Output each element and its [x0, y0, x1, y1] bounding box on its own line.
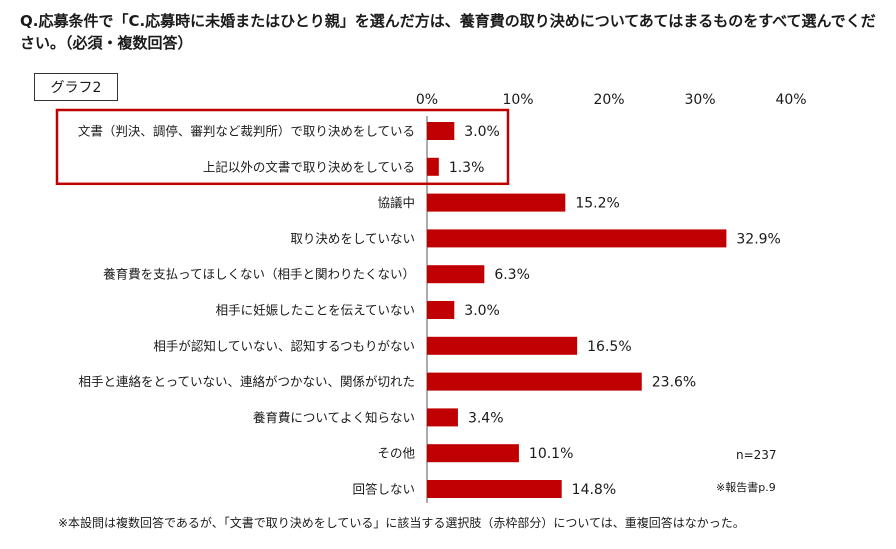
x-tick-label: 40% [775, 92, 806, 108]
bar [427, 444, 519, 463]
bar [427, 408, 458, 427]
category-label: 養育費を支払ってほしくない（相手と関わりたくない） [103, 267, 415, 282]
bar [427, 229, 727, 248]
value-label: 15.2% [575, 196, 619, 212]
value-label: 23.6% [652, 375, 696, 391]
value-label: 6.3% [494, 267, 530, 283]
value-label: 16.5% [587, 339, 631, 355]
highlight-box [55, 108, 510, 186]
value-label: 10.1% [529, 446, 573, 462]
bar [427, 336, 578, 355]
category-label: 相手が認知していない、認知するつもりがない [153, 338, 415, 353]
value-label: 32.9% [736, 231, 780, 247]
bar [427, 301, 455, 319]
bar [427, 480, 562, 498]
value-label: 14.8% [572, 482, 616, 498]
bar [427, 372, 642, 391]
question-text: Q.応募条件で「C.応募時に未婚またはひとり親」を選んだ方は、養育費の取り決めに… [20, 12, 876, 52]
category-label: 相手に妊娠したことを伝えていない [216, 303, 415, 318]
sample-size-label: n=237 [736, 448, 777, 462]
bar [427, 193, 566, 212]
category-label: 養育費についてよく知らない [253, 410, 415, 425]
x-tick-label: 30% [684, 92, 715, 108]
x-tick-label: 20% [593, 92, 624, 108]
value-label: 1.3% [449, 160, 485, 176]
bar [427, 265, 485, 284]
value-label: 3.0% [464, 124, 500, 140]
category-label: 協議中 [377, 195, 415, 210]
bar [427, 122, 455, 140]
report-reference: ※報告書p.9 [716, 481, 776, 494]
footnote: ※本設問は複数回答であるが、「文書で取り決めをしている」に該当する選択肢（赤枠部… [58, 516, 745, 530]
bar [427, 157, 439, 176]
category-label: 取り決めをしていない [290, 231, 415, 246]
category-label: 上記以外の文書で取り決めをしている [203, 159, 415, 174]
category-label: 文書（判決、調停、審判など裁判所）で取り決めをしている [78, 124, 415, 139]
value-label: 3.4% [468, 410, 504, 426]
x-tick-label: 0% [416, 92, 438, 108]
category-label: その他 [377, 446, 415, 461]
value-label: 3.0% [464, 303, 500, 319]
category-label: 回答しない [352, 482, 415, 497]
graph-label: グラフ2 [34, 73, 118, 101]
x-tick-label: 10% [502, 92, 533, 108]
category-label: 相手と連絡をとっていない、連絡がつかない、関係が切れた [78, 374, 415, 389]
